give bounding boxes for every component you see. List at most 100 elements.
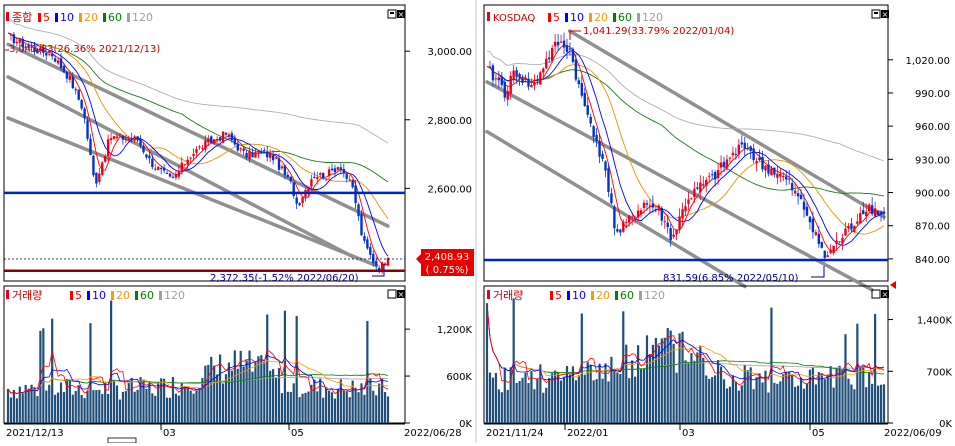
volume-bar-93 (761, 382, 764, 423)
candle-body-79 (239, 148, 242, 150)
candle-body-36 (592, 126, 595, 137)
candle-body-91 (755, 161, 758, 164)
volume-bar-118 (354, 387, 357, 423)
volume-bar-134 (882, 384, 886, 423)
volume-bar-119 (357, 392, 360, 423)
left-volume-close-icon[interactable] (397, 290, 405, 298)
left-high-annotation: 3,043.83(26.36% 2021/12/13) (9, 44, 160, 55)
candle-body-52 (159, 168, 163, 170)
right-volume-moving-averages (486, 303, 885, 386)
volume-ma-line-60 (7, 373, 389, 395)
candle-body-57 (654, 208, 658, 210)
volume-bar-24 (77, 385, 80, 423)
candle-body-121 (363, 236, 366, 241)
left-current-price: 2,408.93 (425, 252, 470, 263)
candle-body-35 (109, 138, 113, 141)
volume-bar-113 (820, 373, 823, 423)
right-current-price-arrow (890, 281, 896, 289)
candle-body-97 (292, 182, 295, 197)
left-volume-maximize-icon[interactable] (387, 289, 397, 299)
candle-body-31 (577, 80, 581, 85)
left-legend: 5 10 20 60 120 (38, 11, 153, 24)
volume-bar-114 (342, 390, 345, 423)
volume-ma-line-20 (7, 359, 389, 395)
candle-body-107 (802, 201, 806, 210)
volume-bar-47 (625, 344, 628, 423)
candle-body-21 (68, 75, 72, 80)
left-price-axis: 2,600.00 2,800.00 3,000.00 (405, 47, 472, 195)
ma-line-60 (7, 32, 389, 183)
volume-bar-6 (24, 385, 27, 423)
candle-body-117 (351, 180, 354, 188)
left-current-change: ( 0.75%) (426, 265, 469, 276)
candle-body-67 (684, 206, 687, 212)
candle-body-111 (814, 232, 818, 235)
price-tick-label-4: 960.00 (915, 122, 950, 133)
right-volume-close-glyph: × (882, 290, 889, 299)
volume-bar-18 (539, 364, 542, 423)
volume-bar-74 (705, 375, 708, 423)
volume-bar-111 (814, 384, 817, 423)
left-low-pointer (372, 264, 385, 277)
legend-swatch-5 (38, 13, 41, 22)
volume-bar-9 (512, 298, 515, 423)
right-volume-title: 거래량 (493, 289, 523, 302)
volume-bar-82 (728, 386, 732, 423)
candle-body-23 (553, 41, 557, 47)
candle-body-79 (719, 162, 723, 168)
volume-bar-111 (333, 398, 337, 423)
price-tick-label-5: 990.00 (915, 89, 950, 100)
volume-bar-4 (497, 389, 500, 423)
candle-body-5 (21, 38, 24, 48)
volume-bar-31 (577, 375, 580, 423)
candle-body-63 (192, 153, 195, 157)
right-volume-close-icon[interactable] (881, 290, 889, 298)
volume-bar-89 (269, 370, 272, 423)
volume-bar-110 (330, 392, 334, 423)
volume-bar-126 (378, 383, 381, 423)
right-date-may: 05 (812, 428, 825, 439)
volume-bar-76 (230, 370, 233, 423)
candle-body-20 (65, 71, 69, 79)
left-close-icon[interactable] (397, 10, 405, 18)
candle-body-18 (59, 58, 63, 69)
volume-bar-70 (213, 365, 216, 423)
right-volume-maximize-icon[interactable] (871, 289, 881, 299)
left-volume-bars (6, 300, 390, 423)
left-maximize-icon[interactable] (387, 9, 397, 19)
candle-body-20 (545, 58, 548, 69)
left-price-panel: 종합 5 10 20 60 120 × 3,043.83(26.36% 2021/12/… (3, 4, 474, 284)
volume-bar-67 (684, 360, 687, 423)
right-price-panel: KOSDAQ 5 10 20 60 120 × 1,041.29(33.79% 2022… (483, 4, 950, 292)
candle-body-26 (83, 108, 86, 118)
volume-bar-80 (722, 379, 726, 423)
volume-bar-91 (755, 377, 758, 423)
volume-bar-89 (749, 367, 752, 423)
volume-bar-99 (779, 381, 782, 423)
right-close-icon[interactable] (881, 10, 889, 18)
volume-bar-85 (737, 390, 740, 423)
volume-bar-97 (292, 383, 295, 423)
trend-channel-1 (485, 80, 874, 292)
volume-bar-125 (375, 395, 378, 423)
volume-bar-72 (218, 354, 222, 423)
legend-swatch-120 (159, 291, 162, 300)
volume-bar-36 (592, 380, 595, 423)
volume-bar-98 (776, 383, 779, 423)
volume-bar-109 (327, 390, 331, 423)
volume-bar-5 (21, 393, 24, 423)
volume-bar-132 (876, 385, 880, 423)
left-title-bar: 종합 5 10 20 60 120 × (6, 9, 405, 24)
candle-body-65 (678, 216, 681, 230)
volume-bar-73 (221, 383, 225, 423)
volume-bar-68 (687, 362, 690, 423)
candle-body-118 (354, 185, 357, 204)
right-volume-title-marker (487, 290, 490, 299)
volume-bar-19 (542, 392, 545, 423)
candle-body-71 (215, 139, 219, 141)
volume-bar-94 (283, 310, 286, 423)
volume-bar-64 (195, 390, 198, 423)
volume-bar-32 (101, 394, 104, 423)
candle-body-32 (101, 162, 104, 175)
right-maximize-icon[interactable] (871, 9, 881, 19)
